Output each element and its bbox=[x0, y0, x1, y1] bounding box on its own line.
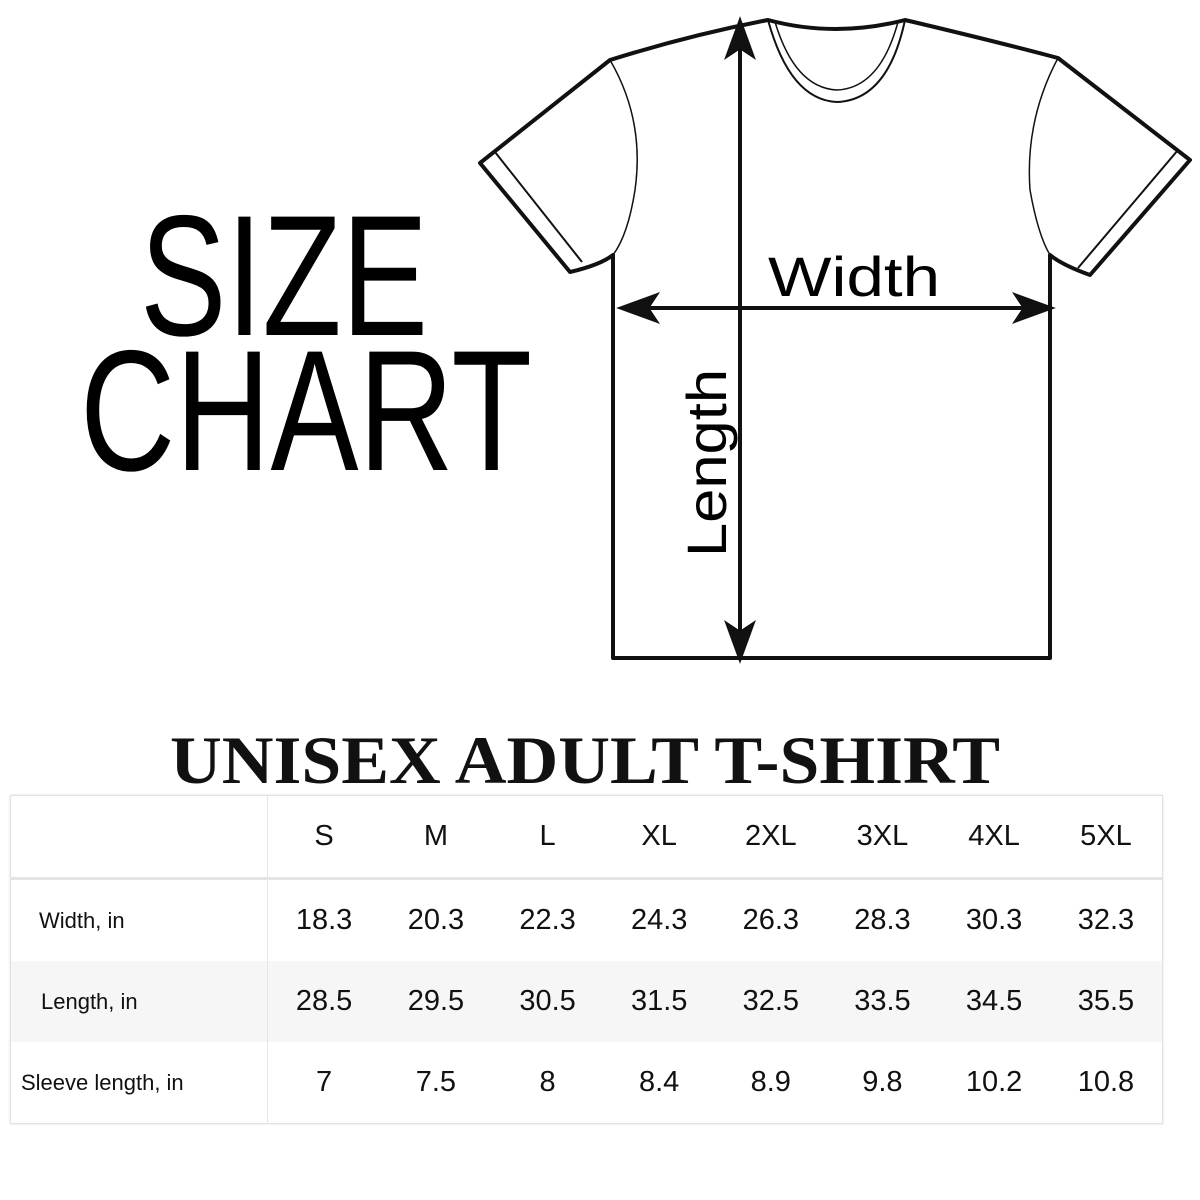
table-cell: 35.5 bbox=[1049, 961, 1163, 1042]
size-header: 2XL bbox=[714, 795, 827, 880]
row-label: Width, in bbox=[10, 878, 268, 961]
table-cell: 7 bbox=[315, 1066, 333, 1098]
table-cell: 26.3 bbox=[742, 904, 800, 936]
table-cell: 10.2 bbox=[965, 1066, 1023, 1098]
width-label: Width bbox=[768, 245, 940, 308]
table-cell: 22.3 bbox=[519, 904, 576, 936]
table-row: Sleeve length, in 7 7.5 8 8.4 8.9 9.8 10… bbox=[10, 1042, 1163, 1124]
heading-size: SIZE bbox=[140, 180, 428, 372]
table-cell: 30.5 bbox=[491, 961, 604, 1042]
table-cell: 32.3 bbox=[1077, 904, 1135, 936]
table-header-row: S M L XL 2XL 3XL 4XL 5XL bbox=[10, 795, 1163, 880]
length-label: Length bbox=[675, 369, 738, 557]
table-cell: 24.3 bbox=[630, 904, 688, 936]
tshirt-outline bbox=[478, 18, 1192, 660]
table-cell: 8.9 bbox=[750, 1066, 791, 1098]
size-header: 4XL bbox=[938, 795, 1050, 880]
table-cell: 33.5 bbox=[826, 961, 939, 1042]
size-header: L bbox=[491, 795, 604, 880]
corner-cell bbox=[10, 795, 268, 880]
table-cell: 28.3 bbox=[854, 904, 911, 936]
table-cell: 9.8 bbox=[862, 1066, 903, 1098]
table-title: UNISEX ADULT T-SHIRT bbox=[170, 722, 1000, 795]
row-label: Sleeve length, in bbox=[10, 1042, 268, 1124]
table-cell: 29.5 bbox=[380, 961, 492, 1042]
table-cell: 20.3 bbox=[407, 904, 465, 936]
table-cell: 7.5 bbox=[415, 1066, 457, 1098]
table-row: Width, in 18.3 20.3 22.3 24.3 26.3 28.3 … bbox=[10, 878, 1163, 961]
row-label: Length, in bbox=[10, 961, 268, 1042]
size-table: S M L XL 2XL 3XL 4XL 5XL Width, in 18.3 … bbox=[10, 795, 1163, 1124]
length-arrow bbox=[724, 16, 756, 664]
table-cell: 8 bbox=[539, 1066, 556, 1098]
width-arrow bbox=[616, 292, 1056, 324]
table-cell: 10.8 bbox=[1077, 1066, 1135, 1098]
table-cell: 31.5 bbox=[603, 961, 715, 1042]
table-cell: 18.3 bbox=[295, 904, 353, 936]
table-row: Length, in 28.5 29.5 30.5 31.5 32.5 33.5… bbox=[10, 961, 1163, 1042]
table-cell: 34.5 bbox=[938, 961, 1050, 1042]
table-cell: 28.5 bbox=[267, 961, 381, 1042]
table-cell: 8.4 bbox=[639, 1066, 680, 1098]
size-header: 3XL bbox=[826, 795, 939, 880]
table-cell: 32.5 bbox=[714, 961, 827, 1042]
table-cell: 30.3 bbox=[965, 904, 1023, 936]
size-chart-graphic: SIZE CHART Width Length UNISEX ADULT T-S… bbox=[80, 16, 1192, 795]
size-header: 5XL bbox=[1049, 795, 1163, 880]
size-header: S bbox=[267, 795, 381, 880]
size-header: XL bbox=[603, 795, 715, 880]
size-header: M bbox=[380, 795, 492, 880]
heading-chart: CHART bbox=[80, 315, 532, 507]
